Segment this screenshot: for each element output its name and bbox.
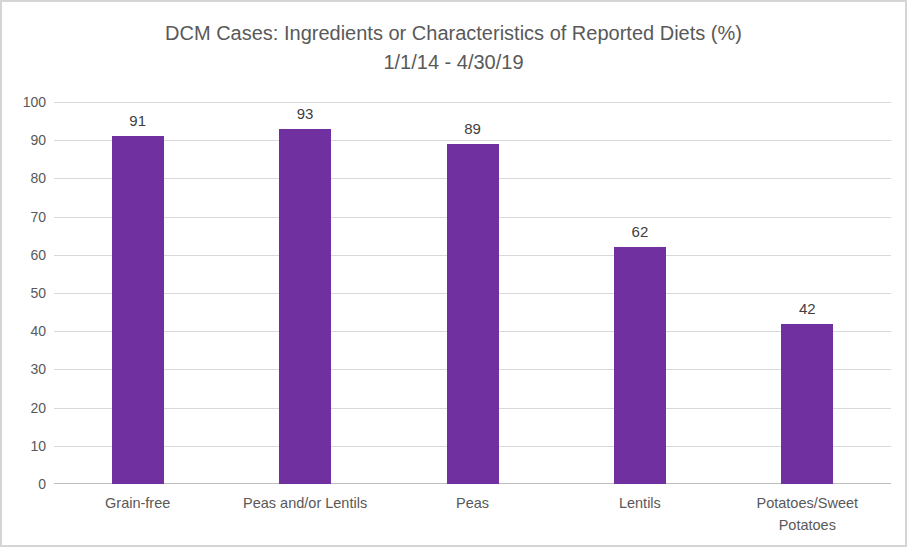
y-axis-tick-label: 50 <box>2 285 46 301</box>
plot-area: 91 93 89 62 42 <box>54 102 891 484</box>
y-axis-tick-label: 90 <box>2 132 46 148</box>
x-axis-category-label: Peas and/or Lentils <box>220 492 390 514</box>
y-axis-tick-label: 80 <box>2 170 46 186</box>
x-axis-category-label: Potatoes/Sweet Potatoes <box>722 492 892 536</box>
y-axis-tick-label: 40 <box>2 323 46 339</box>
bar-potatoes-sweet-potatoes <box>781 324 833 484</box>
y-axis-tick-label: 10 <box>2 438 46 454</box>
bar-value-label: 91 <box>129 112 146 129</box>
y-axis-tick-label: 100 <box>2 94 46 110</box>
y-axis-tick-label: 70 <box>2 209 46 225</box>
bar-lentils <box>614 247 666 484</box>
y-axis-tick-label: 0 <box>2 476 46 492</box>
y-axis-tick-label: 30 <box>2 361 46 377</box>
bar-value-label: 93 <box>297 105 314 122</box>
gridline <box>54 102 891 103</box>
chart-container: DCM Cases: Ingredients or Characteristic… <box>0 0 907 547</box>
chart-title-block: DCM Cases: Ingredients or Characteristic… <box>2 19 905 77</box>
bar-value-label: 42 <box>799 300 816 317</box>
bar-peas-and-or-lentils <box>279 129 331 484</box>
gridline <box>54 140 891 141</box>
y-axis-tick-label: 60 <box>2 247 46 263</box>
bar-grain-free <box>112 136 164 484</box>
bar-value-label: 62 <box>632 223 649 240</box>
chart-subtitle: 1/1/14 - 4/30/19 <box>2 48 905 77</box>
x-axis-category-label: Grain-free <box>53 492 223 514</box>
bar-value-label: 89 <box>464 120 481 137</box>
x-axis-category-label: Peas <box>388 492 558 514</box>
y-axis-tick-label: 20 <box>2 400 46 416</box>
x-axis-category-label: Lentils <box>555 492 725 514</box>
chart-title: DCM Cases: Ingredients or Characteristic… <box>2 19 905 48</box>
bar-peas <box>447 144 499 484</box>
